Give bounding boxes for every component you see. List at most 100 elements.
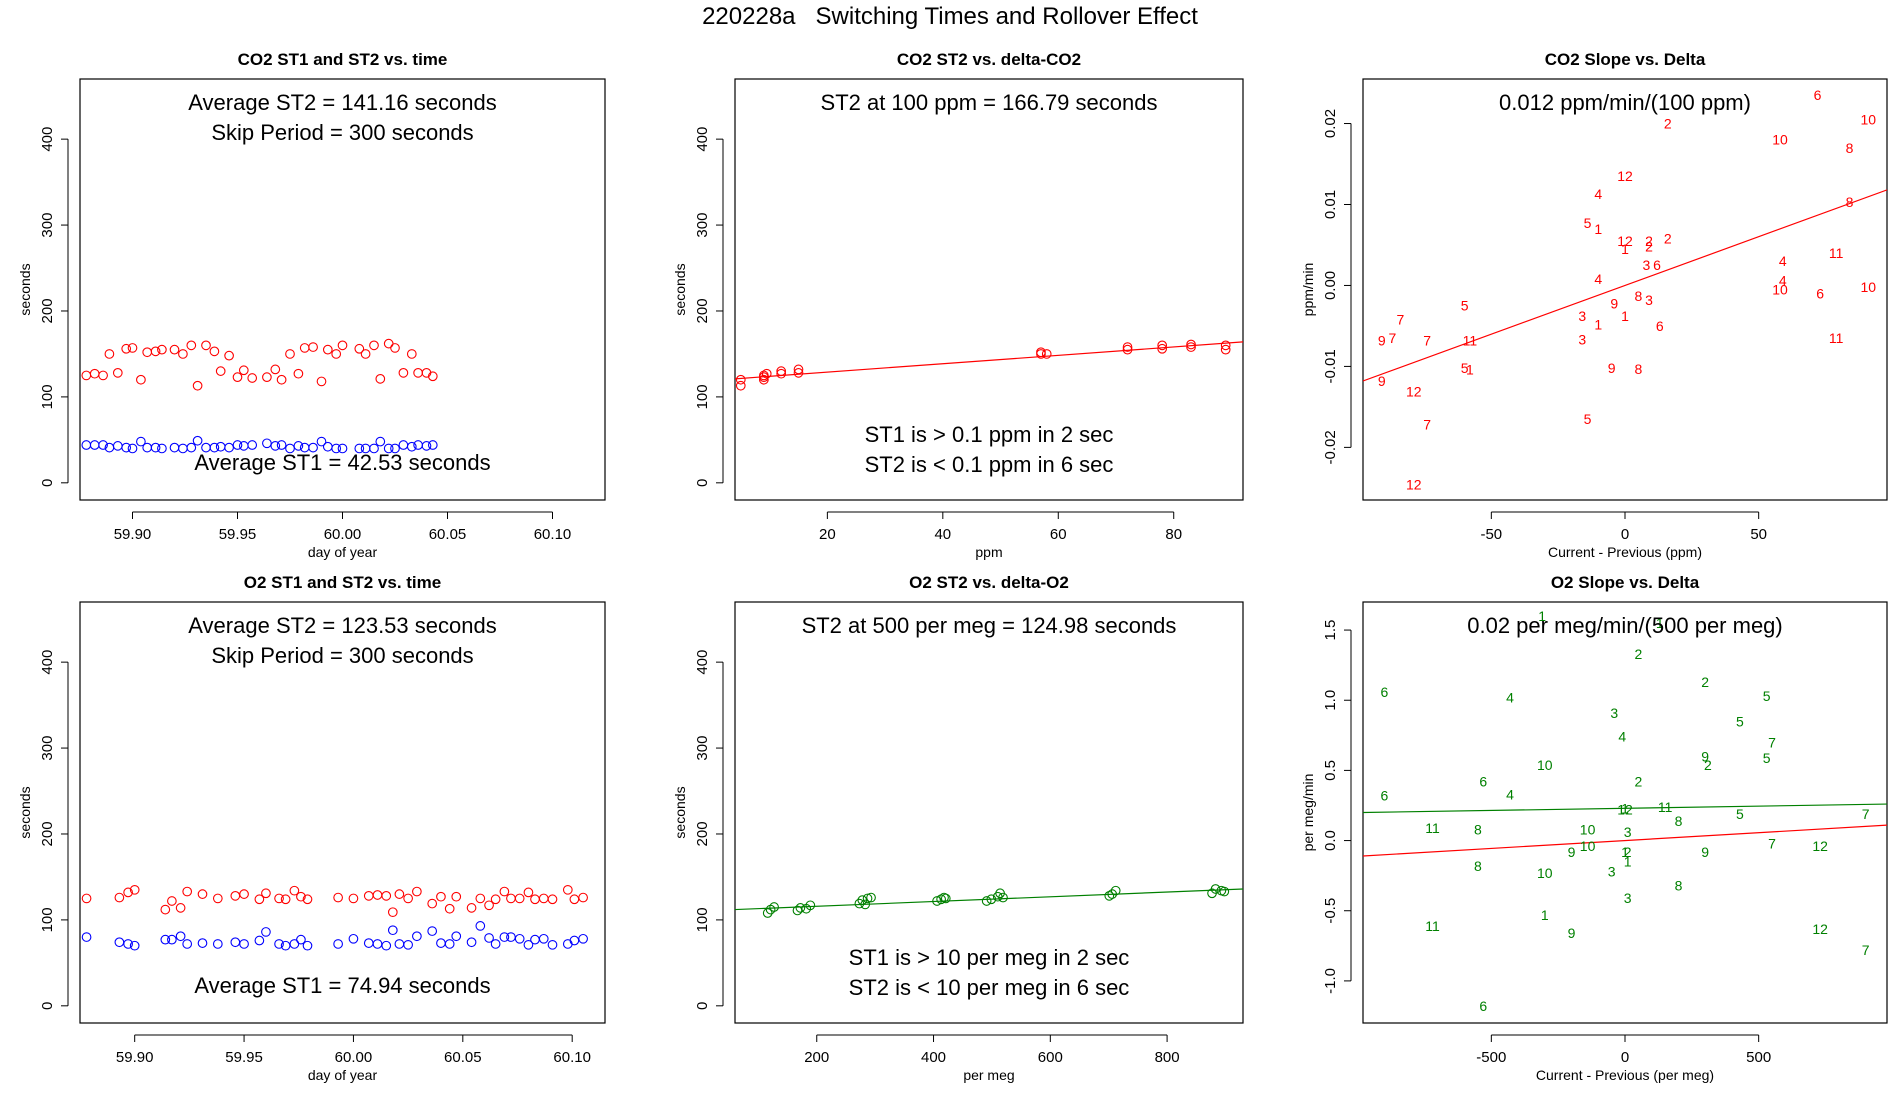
chart-o2-st-time: O2 ST1 and ST2 vs. time 59.90 59.95 60.00 60… — [17, 573, 606, 1083]
data-point — [182, 939, 193, 949]
annotation-text: ST1 is > 0.1 ppm in 2 sec — [865, 422, 1114, 447]
chart-title: CO2 ST2 vs. delta-CO2 — [897, 50, 1081, 69]
data-point — [296, 934, 306, 945]
data-point-label: 11 — [1658, 799, 1673, 815]
data-point — [427, 371, 438, 382]
data-point-label: 2 — [1634, 646, 1642, 662]
data-point-label: 2 — [1624, 844, 1632, 860]
data-point-label: 10 — [1860, 279, 1876, 295]
data-point — [759, 370, 769, 381]
data-point-label: 7 — [1768, 734, 1776, 750]
data-point — [795, 903, 806, 913]
data-point — [375, 436, 386, 447]
data-point — [427, 440, 438, 450]
data-point — [308, 442, 318, 453]
data-point — [862, 893, 873, 904]
x-tick-label: 80 — [1165, 526, 1182, 543]
data-point — [121, 442, 132, 453]
data-point-label: 7 — [1768, 835, 1776, 851]
data-point — [412, 886, 422, 897]
data-point — [530, 934, 540, 945]
data-point — [1041, 349, 1052, 359]
x-axis-label: Current - Previous (ppm) — [1548, 544, 1702, 560]
x-tick-label: 60.00 — [324, 526, 362, 543]
data-point — [398, 367, 409, 378]
data-point — [490, 894, 501, 905]
data-point — [104, 349, 115, 359]
chart-title: CO2 ST1 and ST2 vs. time — [238, 50, 448, 69]
y-tick-label: 300 — [694, 213, 711, 238]
y-tick-label: 400 — [694, 650, 711, 675]
data-point — [254, 935, 265, 946]
data-point — [89, 368, 100, 379]
y-tick-label: 200 — [694, 298, 711, 323]
data-point — [261, 888, 271, 899]
data-point — [276, 440, 287, 450]
x-tick-label: 50 — [1750, 526, 1767, 543]
data-point-label: 3 — [1645, 292, 1653, 308]
data-point — [1220, 344, 1231, 355]
x-tick-label: 0 — [1621, 1049, 1629, 1066]
data-point-label: 3 — [1578, 308, 1586, 324]
data-point — [530, 894, 540, 905]
data-point — [322, 344, 333, 355]
data-point — [381, 890, 392, 901]
data-point — [302, 894, 313, 905]
fit-line — [1363, 824, 1887, 857]
data-point-label: 11 — [1425, 820, 1440, 836]
fit-line — [735, 888, 1243, 911]
y-axis-label: seconds — [17, 786, 33, 838]
data-point-label: 4 — [1594, 271, 1602, 287]
data-point-label: 8 — [1634, 288, 1642, 304]
data-point — [232, 440, 243, 450]
data-point — [936, 894, 946, 905]
data-point — [230, 937, 241, 948]
y-tick-label: 400 — [39, 650, 56, 675]
y-tick-label: 100 — [39, 384, 56, 409]
data-point-label: 7 — [1423, 333, 1431, 349]
data-point — [514, 933, 525, 944]
y-tick-label: 0.02 — [1322, 109, 1339, 138]
data-point — [998, 892, 1008, 903]
data-point — [136, 436, 146, 447]
y-tick-label: -1.0 — [1322, 968, 1339, 994]
data-point — [169, 442, 180, 453]
data-point — [160, 934, 171, 945]
data-point-label: 4 — [1506, 786, 1514, 802]
data-point — [398, 440, 409, 450]
data-point — [569, 935, 580, 946]
data-point-label: 1 — [1594, 221, 1602, 237]
data-point-label: 1 — [1656, 615, 1664, 631]
y-tick-label: 1.5 — [1322, 620, 1339, 641]
plot-frame — [79, 601, 606, 1024]
data-point — [403, 893, 413, 904]
x-tick-label: 59.90 — [114, 526, 152, 543]
data-point-label: 8 — [1846, 194, 1854, 210]
data-point — [538, 893, 549, 904]
x-tick-label: 400 — [921, 1049, 946, 1066]
data-point — [369, 443, 379, 454]
data-point-label: 11 — [1463, 333, 1478, 349]
data-point — [427, 926, 438, 936]
data-point — [150, 442, 161, 453]
data-point — [150, 346, 161, 357]
x-axis-label: ppm — [975, 544, 1002, 560]
x-axis-label: day of year — [308, 544, 378, 560]
data-point-label: 6 — [1380, 788, 1388, 804]
data-point — [285, 349, 295, 359]
data-point — [239, 889, 249, 899]
chart-o2-slope-delta: O2 Slope vs. Delta -500 0 500 Current - Prev… — [1300, 573, 1888, 1083]
data-point-label: 6 — [1479, 998, 1487, 1014]
data-point — [451, 891, 462, 902]
data-point-label: 3 — [1608, 863, 1616, 879]
data-point — [209, 442, 220, 453]
data-point — [129, 940, 140, 951]
data-point-label: 7 — [1397, 311, 1405, 327]
y-tick-label: 0 — [694, 479, 711, 487]
data-point-label: 2 — [1645, 233, 1653, 249]
data-point — [436, 891, 446, 902]
data-point-label: 12 — [1812, 921, 1828, 937]
data-point — [289, 885, 300, 896]
